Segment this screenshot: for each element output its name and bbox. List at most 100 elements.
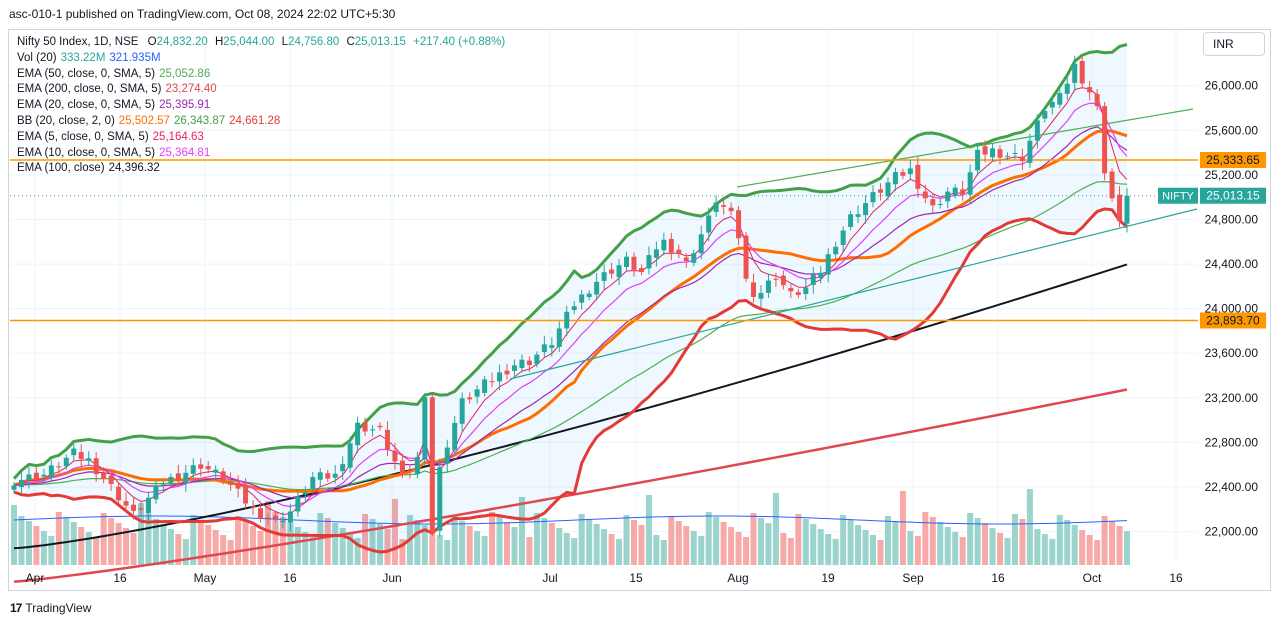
candle-body (504, 370, 510, 375)
volume-bar (511, 527, 518, 565)
ema-5-line (13, 87, 1128, 516)
candle-body (1102, 106, 1108, 174)
legend-close-label: C (346, 36, 355, 48)
volume-bar (772, 493, 779, 565)
volume-bar (862, 530, 869, 565)
volume-bar (78, 527, 85, 565)
volume-bar (556, 528, 563, 565)
candle-body (579, 294, 585, 303)
legend-row-value: 25,502.57 (118, 114, 170, 127)
candle-body (437, 467, 443, 531)
volume-bar (324, 518, 331, 565)
candle-body (377, 425, 383, 428)
candle-body (1124, 195, 1130, 224)
candle-body (198, 464, 204, 469)
legend-row-label: EMA (50, close, 0, SMA, 5) (17, 67, 156, 80)
candle-body (855, 214, 861, 217)
legend-row-value: 25,364.81 (159, 146, 211, 159)
volume-bar (982, 523, 989, 565)
candle-body (930, 199, 936, 206)
candle-body (915, 164, 921, 189)
candle-body (1117, 194, 1123, 222)
legend-row[interactable]: EMA (200, close, 0, SMA, 5) 23,274.40 (17, 82, 505, 98)
candle-body (863, 203, 869, 216)
candle-body (340, 464, 346, 472)
candle-body (877, 189, 883, 193)
legend-row-label: EMA (100, close) (17, 162, 105, 175)
x-axis-tick-label: 16 (1169, 571, 1183, 585)
candle-body (407, 470, 413, 472)
x-axis-tick-label: 16 (113, 571, 127, 585)
price-label-value: 25,013.15 (1206, 189, 1260, 203)
currency-selector[interactable]: INR (1203, 32, 1265, 56)
candle-body (818, 272, 824, 279)
price-label-symbol: 25,013.15 NIFTY (1158, 187, 1266, 204)
volume-bar (541, 518, 548, 565)
candle-body (990, 148, 996, 158)
legend-row[interactable]: EMA (100, close) 24,396.32 (17, 161, 505, 177)
candle-body (997, 149, 1003, 158)
candle-body (511, 365, 517, 371)
legend-row[interactable]: BB (20, close, 2, 0) 25,502.57 26,343.87 24… (17, 114, 505, 130)
legend-row[interactable]: EMA (20, close, 0, SMA, 5) 25,395.91 (17, 98, 505, 114)
volume-bar (70, 522, 77, 565)
candles (11, 54, 1130, 537)
volume-bar (884, 516, 891, 565)
candle-body (586, 293, 592, 298)
volume-bar (1019, 519, 1026, 565)
volume-bar (272, 512, 279, 565)
volume-bar (489, 512, 496, 565)
candle-body (937, 203, 943, 205)
candle-body (153, 485, 159, 500)
legend-row-value: 25,164.63 (152, 130, 204, 143)
volume-bar (1109, 521, 1116, 565)
volume-bar (93, 537, 100, 565)
price-label-support: 23,893.70 (1200, 312, 1266, 329)
candle-body (519, 359, 525, 369)
volume-bar (279, 517, 286, 565)
volume-bar (48, 536, 55, 565)
legend-row-value: 24,661.28 (229, 114, 281, 127)
volume-bar (922, 512, 929, 565)
volume-bar (108, 518, 115, 565)
legend-row-value: 25,052.86 (159, 67, 211, 80)
volume-bar (197, 520, 204, 565)
x-axis-tick-label: 16 (991, 571, 1005, 585)
volume-bar (302, 532, 309, 565)
bollinger-upper-line (12, 43, 1128, 480)
y-axis-tick-label: 26,000.00 (1205, 79, 1259, 93)
volume-bar (1071, 525, 1078, 565)
candle-body (840, 230, 846, 246)
volume-bar (855, 525, 862, 565)
ema-100-line (13, 263, 1128, 550)
candle-body (638, 268, 644, 272)
legend-row[interactable]: Vol (20) 333.22M 321.935M (17, 51, 505, 67)
y-axis-tick-label: 24,400.00 (1205, 257, 1259, 271)
legend-row-label: EMA (5, close, 0, SMA, 5) (17, 130, 149, 143)
x-axis-tick-label: 15 (629, 571, 643, 585)
legend-row[interactable]: EMA (10, close, 0, SMA, 5) 25,364.81 (17, 146, 505, 162)
volume-bar (1086, 535, 1093, 565)
volume-bar (1101, 516, 1108, 565)
candle-body (960, 189, 966, 195)
volume-bar (750, 513, 757, 565)
candle-body (33, 472, 39, 481)
candle-body (205, 466, 211, 470)
legend-row[interactable]: EMA (50, close, 0, SMA, 5) 25,052.86 (17, 67, 505, 83)
volume-bar (683, 526, 690, 565)
legend-row[interactable]: EMA (5, close, 0, SMA, 5) 25,164.63 (17, 130, 505, 146)
candle-body (190, 465, 196, 474)
price-label-box (1200, 151, 1266, 168)
candle-body (803, 287, 809, 295)
volume-bar (130, 533, 137, 565)
candle-body (399, 460, 405, 474)
legend-main[interactable]: Nifty 50 Index, 1D, NSE O24,832.20 H25,0… (17, 35, 505, 51)
volume-bar (115, 523, 122, 565)
volume-bar (608, 534, 615, 565)
candle-body (952, 187, 958, 196)
price-tag-symbol: NIFTY (1162, 191, 1194, 203)
candle-body (422, 397, 428, 459)
legend-row-label: Vol (20) (17, 51, 57, 64)
candle-body (78, 452, 84, 459)
